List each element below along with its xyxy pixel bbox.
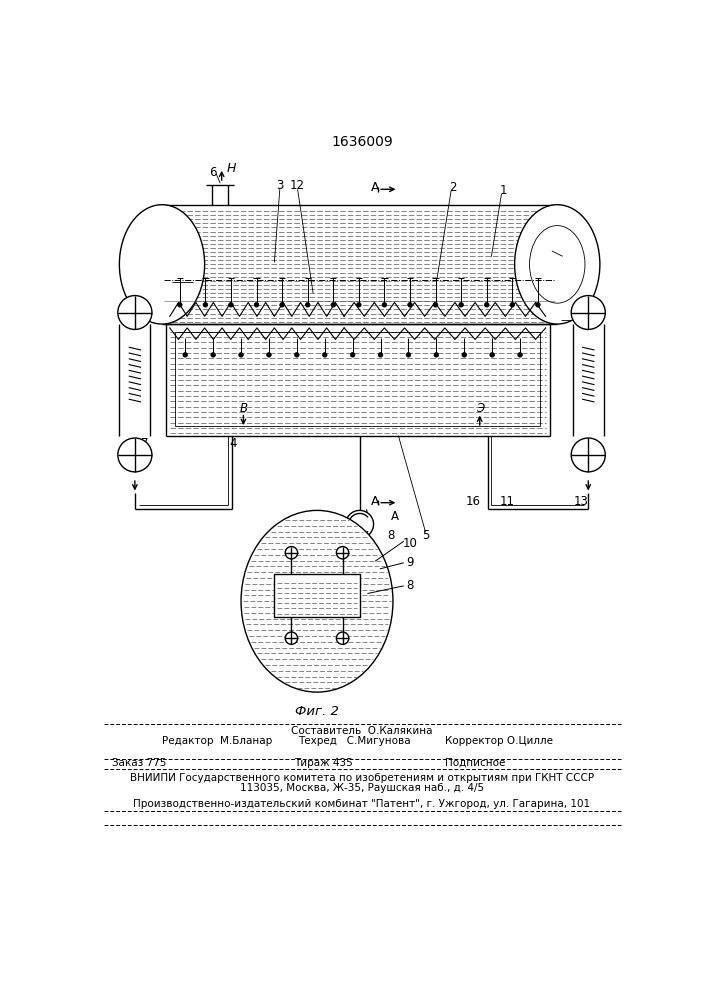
- Text: Фиг. 1: Фиг. 1: [338, 562, 382, 575]
- Ellipse shape: [119, 205, 204, 324]
- Text: 7: 7: [141, 437, 148, 450]
- Text: А: А: [371, 181, 380, 194]
- Bar: [166, 324, 549, 436]
- Text: А  –  А: А – А: [284, 515, 327, 529]
- Text: Э: Э: [476, 402, 484, 415]
- Text: Тираж 435: Тираж 435: [293, 758, 353, 768]
- Circle shape: [203, 302, 208, 307]
- Circle shape: [267, 353, 271, 357]
- Bar: [274, 574, 360, 617]
- Circle shape: [490, 353, 494, 357]
- Circle shape: [351, 353, 355, 357]
- Text: 5: 5: [422, 529, 429, 542]
- Text: Редактор  М.Бланар: Редактор М.Бланар: [162, 736, 272, 746]
- Circle shape: [406, 353, 411, 357]
- Text: 8: 8: [407, 579, 414, 592]
- Circle shape: [571, 438, 605, 472]
- Text: ВНИИПИ Государственного комитета по изобретениям и открытиям при ГКНТ СССР: ВНИИПИ Государственного комитета по изоб…: [130, 773, 594, 783]
- Text: Заказ 775: Заказ 775: [112, 758, 166, 768]
- Circle shape: [571, 296, 605, 329]
- Text: 9: 9: [164, 279, 171, 292]
- Text: Производственно-издательский комбинат "Патент", г. Ужгород, ул. Гагарина, 101: Производственно-издательский комбинат "П…: [134, 799, 590, 809]
- Text: 15: 15: [574, 314, 589, 327]
- Circle shape: [408, 302, 412, 307]
- Text: 6: 6: [209, 166, 216, 179]
- Circle shape: [228, 302, 233, 307]
- Text: 10: 10: [561, 252, 576, 265]
- Circle shape: [518, 353, 522, 357]
- Text: 11: 11: [499, 495, 515, 508]
- Text: 113035, Москва, Ж-35, Раушская наб., д. 4/5: 113035, Москва, Ж-35, Раушская наб., д. …: [240, 783, 484, 793]
- Text: Составитель  О.Калякина: Составитель О.Калякина: [291, 726, 433, 736]
- Text: 14: 14: [349, 550, 363, 563]
- Circle shape: [382, 302, 387, 307]
- Circle shape: [183, 353, 187, 357]
- Text: 1: 1: [499, 184, 507, 197]
- Circle shape: [255, 302, 259, 307]
- Circle shape: [510, 302, 515, 307]
- Circle shape: [378, 353, 383, 357]
- Circle shape: [280, 302, 284, 307]
- Text: 12: 12: [290, 179, 305, 192]
- Circle shape: [118, 438, 152, 472]
- Circle shape: [346, 510, 373, 538]
- Text: 10: 10: [402, 537, 417, 550]
- Text: 4: 4: [230, 437, 237, 450]
- Circle shape: [462, 353, 467, 357]
- Circle shape: [484, 302, 489, 307]
- Circle shape: [331, 302, 336, 307]
- Text: В: В: [240, 402, 247, 415]
- Circle shape: [239, 353, 243, 357]
- Circle shape: [433, 302, 438, 307]
- Circle shape: [337, 547, 349, 559]
- Circle shape: [535, 302, 540, 307]
- Circle shape: [459, 302, 464, 307]
- Circle shape: [285, 547, 298, 559]
- Text: 3: 3: [276, 179, 284, 192]
- Text: Фиг. 2: Фиг. 2: [295, 705, 339, 718]
- Circle shape: [434, 353, 438, 357]
- Circle shape: [356, 302, 361, 307]
- Text: Корректор О.Цилле: Корректор О.Цилле: [445, 736, 553, 746]
- Text: 1636009: 1636009: [331, 135, 393, 149]
- Text: 13: 13: [574, 495, 589, 508]
- Text: Подписное: Подписное: [445, 758, 506, 768]
- Ellipse shape: [241, 510, 393, 692]
- Circle shape: [295, 353, 299, 357]
- Text: А: А: [390, 510, 399, 523]
- Circle shape: [211, 353, 216, 357]
- Text: 8: 8: [387, 529, 395, 542]
- Text: Н: Н: [227, 162, 236, 175]
- Text: Техред   С.Мигунова: Техред С.Мигунова: [298, 736, 410, 746]
- Bar: [162, 205, 557, 324]
- Text: 16: 16: [466, 495, 481, 508]
- Circle shape: [322, 353, 327, 357]
- Text: 2: 2: [449, 181, 457, 194]
- Circle shape: [305, 302, 310, 307]
- Circle shape: [118, 296, 152, 329]
- Circle shape: [177, 302, 182, 307]
- Text: 9: 9: [407, 556, 414, 569]
- Circle shape: [285, 632, 298, 644]
- Circle shape: [337, 632, 349, 644]
- Ellipse shape: [515, 205, 600, 324]
- Text: А: А: [371, 495, 380, 508]
